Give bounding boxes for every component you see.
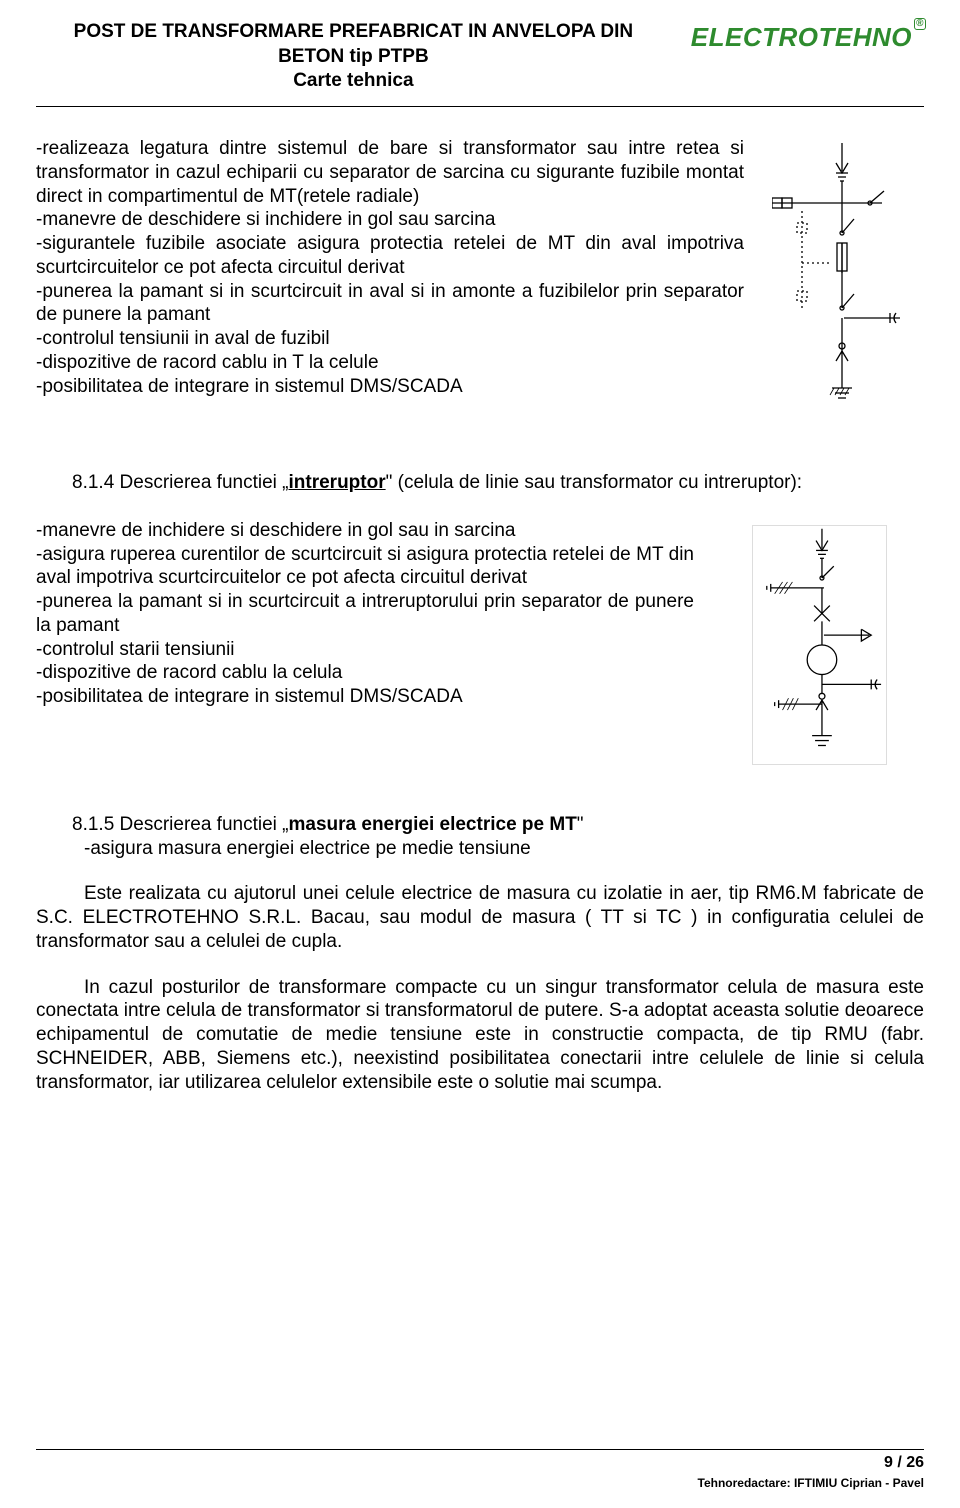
title-line-1: POST DE TRANSFORMARE PREFABRICAT IN ANVE… [74,21,633,42]
footer-rule [36,1449,924,1450]
electrical-diagram-1 [754,137,924,423]
document-header: POST DE TRANSFORMARE PREFABRICAT IN ANVE… [36,20,924,102]
heading-815-prefix: 8.1.5 Descrierea functiei „ [72,814,289,835]
heading-815-suffix: " [577,814,584,835]
section-8-1-4: 8.1.4 Descrierea functiei „intreruptor" … [36,471,924,765]
circuit-svg-1 [772,143,907,423]
section-block-1: -realizeaza legatura dintre sistemul de … [36,137,924,423]
circuit-svg-2 [752,525,887,765]
electrotehno-logo: ELECTROTEHNO ® [691,22,924,53]
heading-815-keyword: masura energiei electrice pe MT [289,814,577,835]
document-title: POST DE TRANSFORMARE PREFABRICAT IN ANVE… [36,20,691,94]
section-8-1-5: 8.1.5 Descrierea functiei „masura energi… [36,813,924,1095]
logo-o-icon: O [798,22,819,53]
paragraph-2: In cazul posturilor de transformare comp… [36,976,924,1095]
section-block-2: -manevre de inchidere si deschidere in g… [36,519,924,765]
section-8-1-5-heading: 8.1.5 Descrierea functiei „masura energi… [36,813,924,837]
block1-text: -realizeaza legatura dintre sistemul de … [36,137,744,423]
heading-prefix: 8.1.4 Descrierea functiei „ [72,472,289,493]
logo-suffix: TEHNO [819,22,913,52]
footer-credit: Tehnoredactare: IFTIMIU Ciprian - Pavel [698,1476,925,1490]
page-number: 9 / 26 [884,1454,924,1472]
heading-keyword: intreruptor [289,472,386,493]
electrical-diagram-2 [714,519,924,765]
section-8-1-4-heading: 8.1.4 Descrierea functiei „intreruptor" … [36,471,924,495]
block2-text: -manevre de inchidere si deschidere in g… [36,519,694,765]
registered-icon: ® [914,18,926,30]
page-content: -realizeaza legatura dintre sistemul de … [36,107,924,1094]
paragraph-1: Este realizata cu ajutorul unei celule e… [36,882,924,953]
logo-prefix: ELECTR [691,22,798,52]
section-8-1-5-sub: -asigura masura energiei electrice pe me… [36,837,924,861]
title-line-3: Carte tehnica [293,70,413,91]
title-line-2: BETON tip PTPB [278,46,429,67]
heading-suffix: " (celula de linie sau transformator cu … [386,472,802,493]
